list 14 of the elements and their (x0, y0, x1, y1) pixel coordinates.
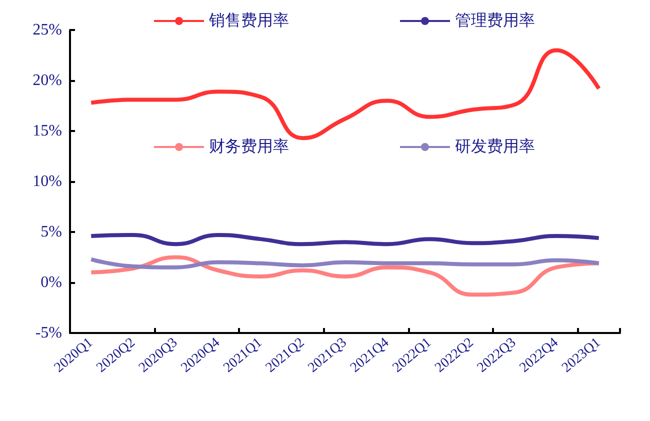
y-tick-label: 10% (32, 173, 62, 190)
y-tick-label: -5% (35, 324, 62, 342)
y-tick-label: 0% (40, 274, 62, 291)
legend-label: 销售费用率 (208, 12, 289, 30)
y-tick-label: 5% (40, 224, 62, 240)
line-series (89, 257, 601, 270)
legend-label: 管理费用率 (455, 12, 535, 30)
legend-label: 财务费用率 (209, 138, 289, 156)
line-series (89, 233, 601, 246)
y-tick-label: 25% (32, 22, 62, 38)
y-tick-label: 20% (32, 72, 62, 89)
line-series (89, 255, 601, 297)
legend-label: 研发费用率 (455, 138, 535, 156)
y-tick-label: 15% (32, 122, 62, 140)
